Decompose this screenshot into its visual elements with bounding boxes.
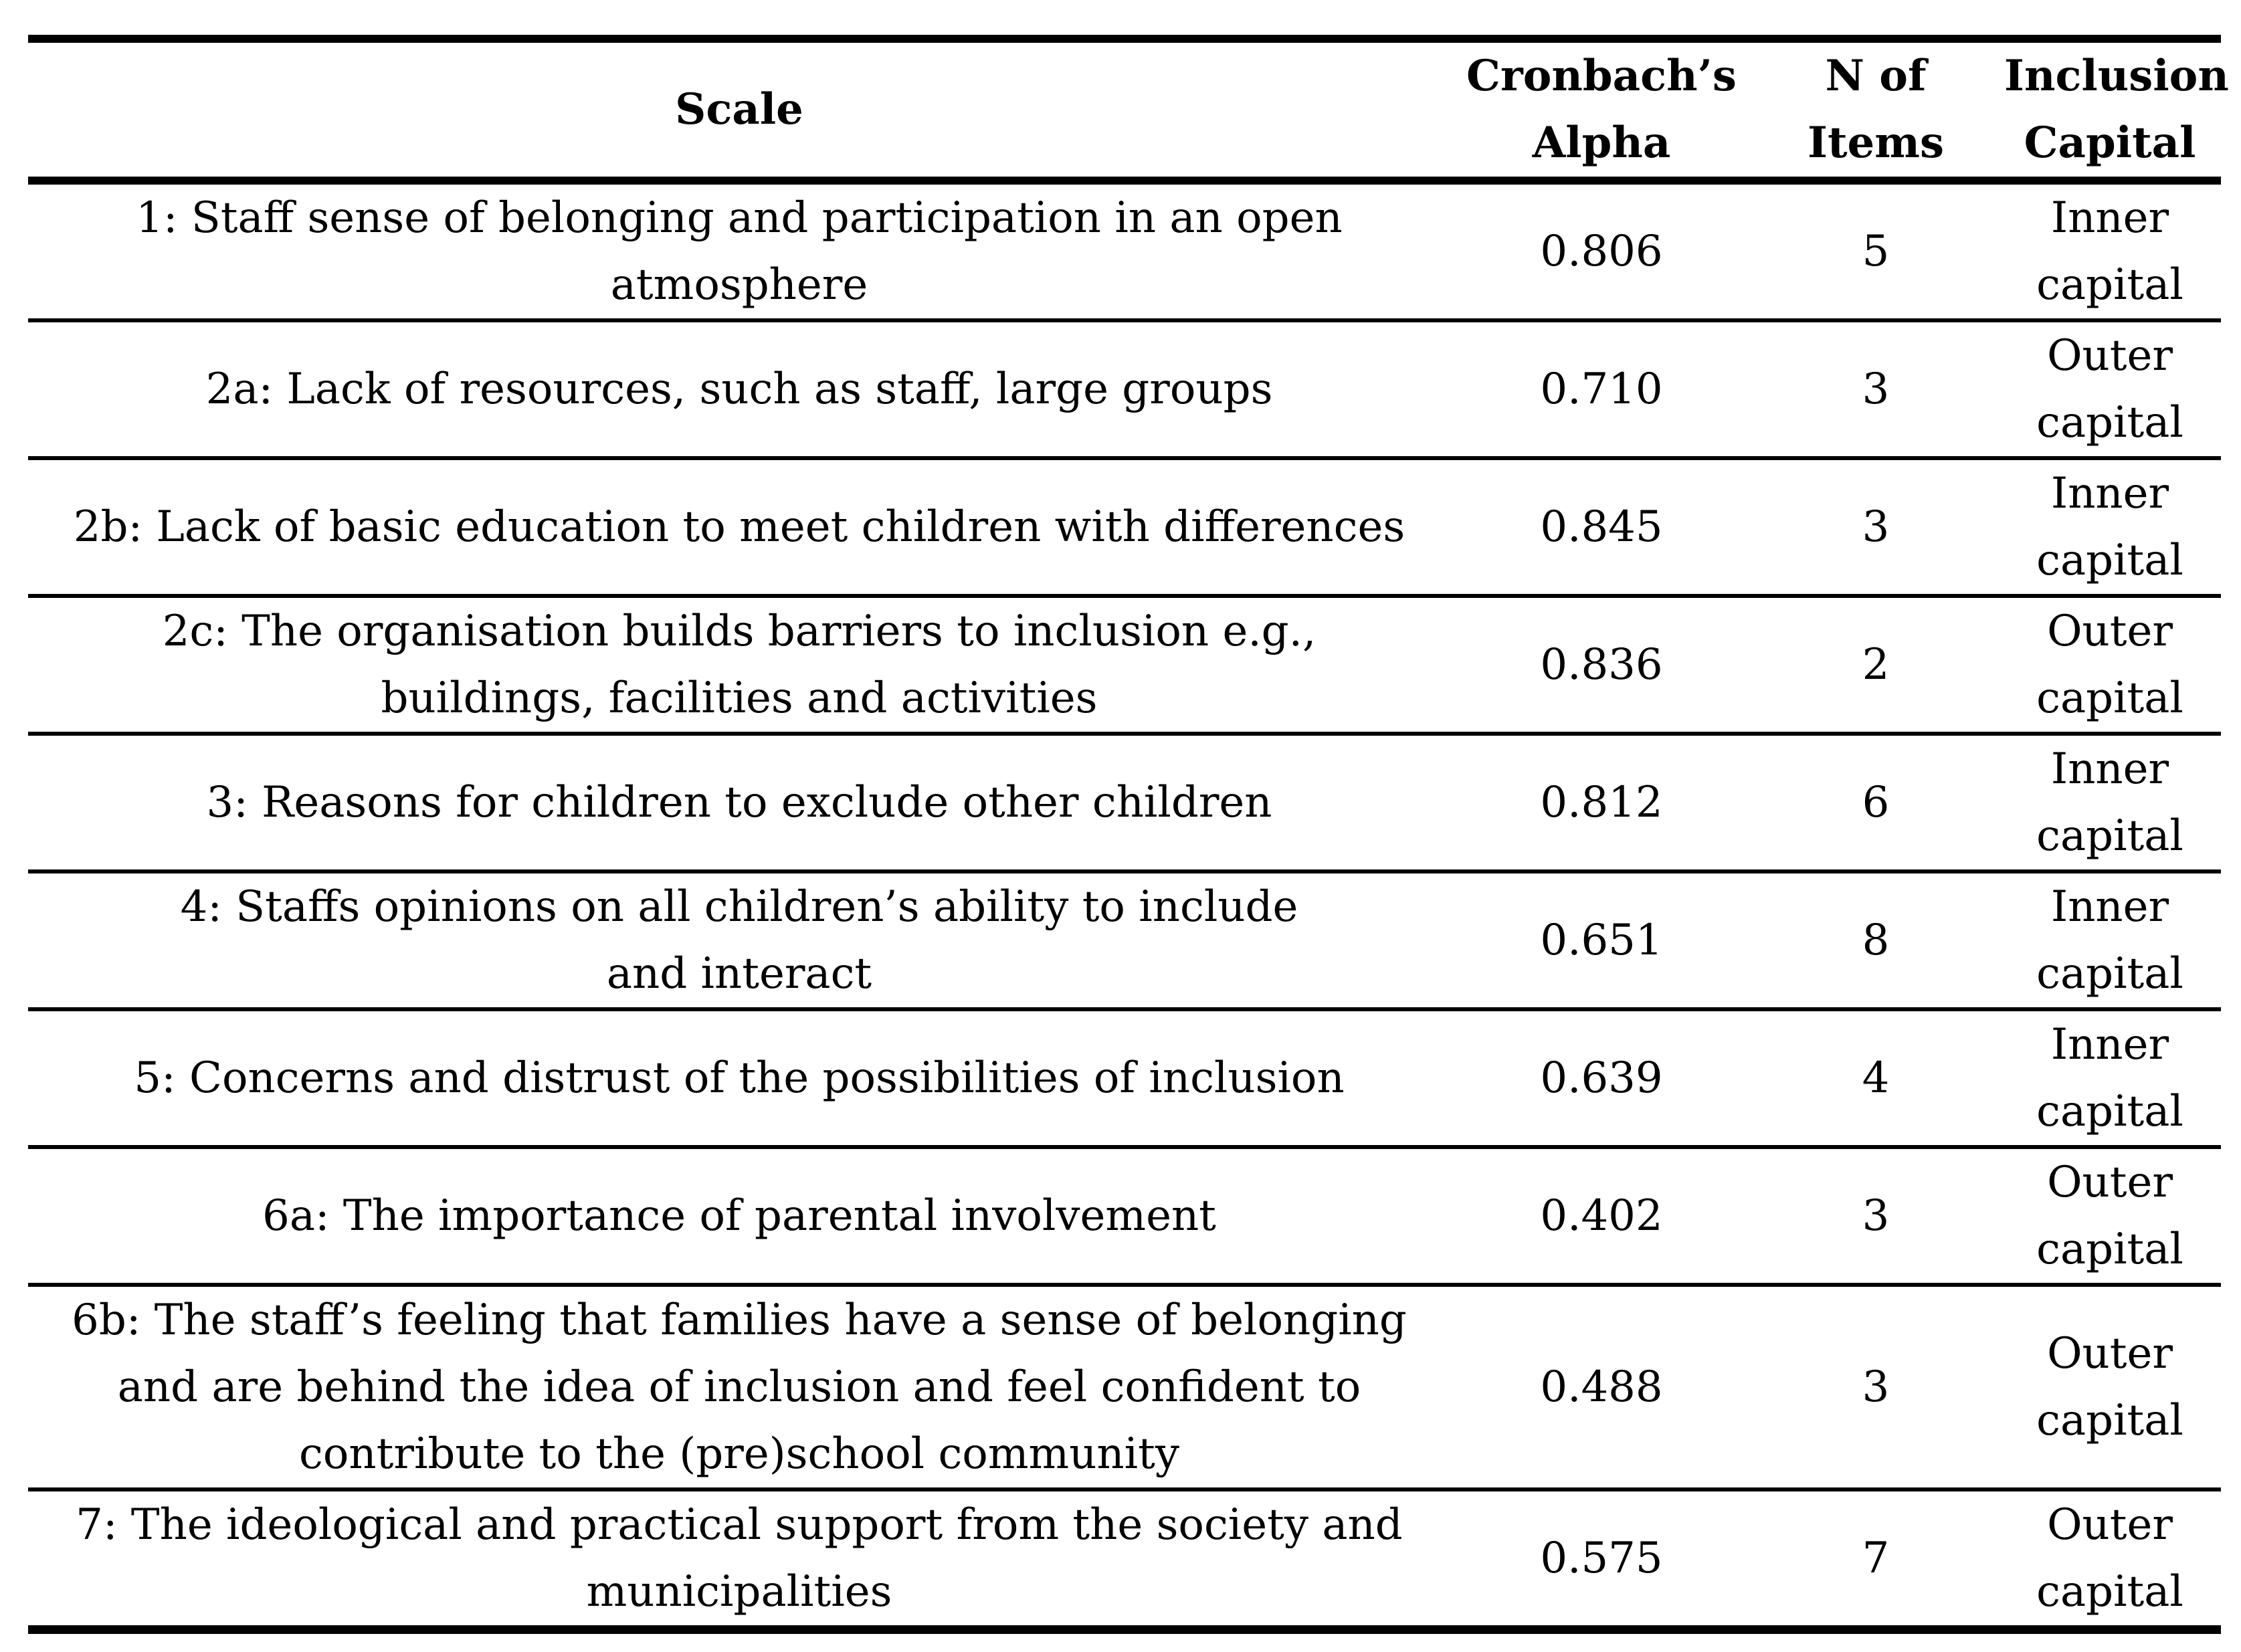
alpha-cell: 0.836 bbox=[1540, 640, 1663, 690]
scale-cell: 4: Staffs opinions on all children’s abi… bbox=[180, 882, 1298, 999]
alpha-cell: 0.639 bbox=[1540, 1053, 1663, 1103]
table-row: 2a: Lack of resources, such as staff, la… bbox=[28, 320, 2221, 458]
header-row: Scale Cronbach’s Alpha N of Items Inclus… bbox=[28, 39, 2229, 181]
n-items-cell: 3 bbox=[1862, 1362, 1890, 1412]
capital-cell: Inner capital bbox=[2036, 469, 2183, 585]
scale-cell: 6b: The staff’s feeling that families ha… bbox=[72, 1296, 1407, 1479]
alpha-cell: 0.575 bbox=[1540, 1534, 1663, 1583]
n-items-cell: 6 bbox=[1862, 778, 1890, 827]
reliability-table: Scale Cronbach’s Alpha N of Items Inclus… bbox=[28, 35, 2229, 1634]
table-row: 6a: The importance of parental involveme… bbox=[28, 1147, 2221, 1285]
scale-cell: 5: Concerns and distrust of the possibil… bbox=[134, 1053, 1345, 1103]
alpha-cell: 0.488 bbox=[1540, 1362, 1663, 1412]
capital-cell: Inner capital bbox=[2036, 193, 2183, 310]
table-row: 7: The ideological and practical support… bbox=[28, 1489, 2221, 1630]
n-items-cell: 7 bbox=[1862, 1534, 1890, 1583]
column-header-scale: Scale bbox=[675, 84, 803, 134]
capital-cell: Outer capital bbox=[2036, 331, 2183, 447]
alpha-cell: 0.806 bbox=[1540, 227, 1663, 276]
alpha-cell: 0.402 bbox=[1540, 1191, 1663, 1241]
table-row: 1: Staff sense of belonging and particip… bbox=[28, 181, 2221, 320]
n-items-cell: 5 bbox=[1862, 227, 1890, 276]
capital-cell: Outer capital bbox=[2036, 1158, 2183, 1274]
capital-cell: Inner capital bbox=[2036, 882, 2183, 999]
table-row: 3: Reasons for children to exclude other… bbox=[28, 734, 2221, 871]
scale-cell: 2a: Lack of resources, such as staff, la… bbox=[205, 365, 1273, 414]
n-items-cell: 3 bbox=[1862, 1191, 1890, 1241]
capital-cell: Outer capital bbox=[2036, 1500, 2183, 1617]
n-items-cell: 3 bbox=[1862, 502, 1890, 552]
column-header-n-of-items: N of Items bbox=[1808, 51, 1944, 168]
table-row: 5: Concerns and distrust of the possibil… bbox=[28, 1009, 2221, 1147]
scale-cell: 3: Reasons for children to exclude other… bbox=[206, 778, 1272, 827]
scale-cell: 2c: The organisation builds barriers to … bbox=[162, 607, 1317, 723]
table-row: 2b: Lack of basic education to meet chil… bbox=[28, 458, 2221, 596]
table-row: 6b: The staff’s feeling that families ha… bbox=[28, 1285, 2221, 1489]
n-items-cell: 4 bbox=[1862, 1053, 1890, 1103]
n-items-cell: 2 bbox=[1862, 640, 1890, 690]
table-header: Scale Cronbach’s Alpha N of Items Inclus… bbox=[28, 39, 2229, 181]
alpha-cell: 0.710 bbox=[1540, 365, 1663, 414]
column-header-inclusion-capital: Inclusion Capital bbox=[2004, 51, 2229, 168]
column-header-cronbachs-alpha: Cronbach’s Alpha bbox=[1466, 51, 1737, 168]
capital-cell: Inner capital bbox=[2036, 744, 2183, 861]
scale-cell: 2b: Lack of basic education to meet chil… bbox=[73, 502, 1405, 552]
alpha-cell: 0.812 bbox=[1540, 778, 1663, 827]
n-items-cell: 8 bbox=[1862, 916, 1890, 965]
scale-cell: 6a: The importance of parental involveme… bbox=[262, 1191, 1216, 1241]
n-items-cell: 3 bbox=[1862, 365, 1890, 414]
table-row: 2c: The organisation builds barriers to … bbox=[28, 596, 2221, 734]
capital-cell: Outer capital bbox=[2036, 607, 2183, 723]
capital-cell: Outer capital bbox=[2036, 1329, 2183, 1445]
capital-cell: Inner capital bbox=[2036, 1020, 2183, 1136]
alpha-cell: 0.845 bbox=[1540, 502, 1663, 552]
alpha-cell: 0.651 bbox=[1540, 916, 1663, 965]
scale-cell: 1: Staff sense of belonging and particip… bbox=[136, 193, 1343, 310]
table-body: 1: Staff sense of belonging and particip… bbox=[28, 181, 2221, 1630]
table-row: 4: Staffs opinions on all children’s abi… bbox=[28, 871, 2221, 1009]
scale-cell: 7: The ideological and practical support… bbox=[76, 1500, 1403, 1617]
